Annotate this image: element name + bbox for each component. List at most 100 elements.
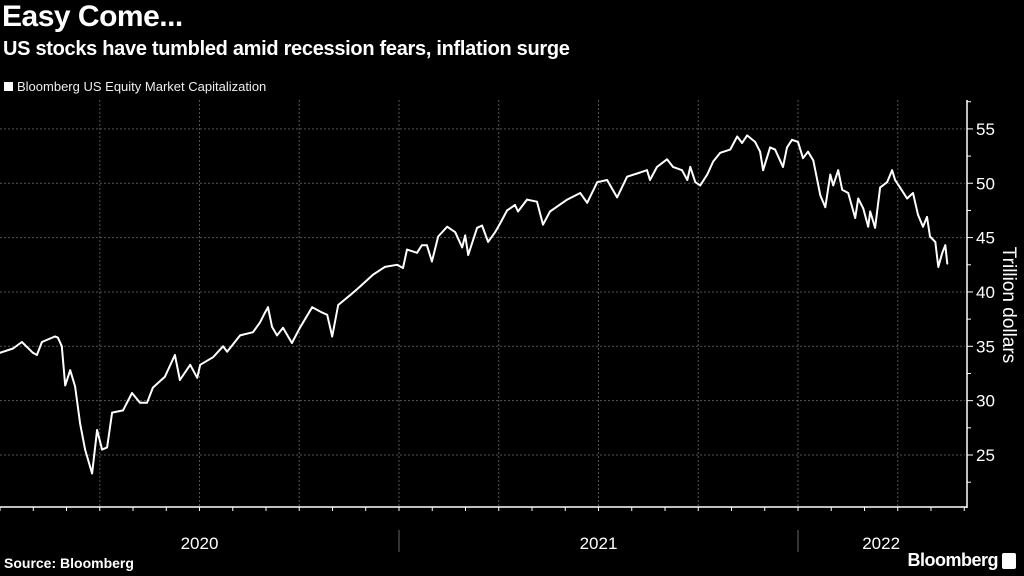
data-point [64, 384, 67, 387]
data-point [841, 188, 844, 191]
data-point [857, 197, 860, 200]
data-point [282, 326, 284, 329]
data-point [96, 429, 98, 431]
data-point [666, 158, 668, 161]
data-point [372, 273, 374, 276]
logo-text: Bloomberg [907, 550, 998, 570]
legend-swatch [4, 82, 13, 91]
data-point [264, 311, 266, 314]
data-point [754, 141, 757, 143]
data-point [178, 379, 181, 381]
data-point [797, 141, 799, 143]
data-point [337, 304, 340, 306]
data-point [446, 225, 449, 228]
data-point [807, 150, 809, 153]
data-point [729, 148, 732, 151]
data-point [331, 335, 334, 338]
data-point [536, 200, 538, 203]
data-point [226, 350, 228, 353]
data-point [646, 169, 648, 172]
data-point [517, 210, 519, 213]
data-point [824, 206, 827, 209]
data-point [926, 216, 928, 218]
data-point [53, 335, 56, 338]
data-point [819, 194, 822, 197]
data-point [402, 267, 404, 269]
data-point [712, 160, 715, 163]
data-point [69, 369, 72, 372]
source-note: Source: Bloomberg [4, 555, 134, 571]
data-point [101, 448, 103, 451]
data-point [656, 166, 658, 168]
data-point [937, 266, 940, 268]
y-tick-label: 30 [976, 392, 995, 411]
y-tick-label: 55 [976, 120, 995, 139]
data-point [56, 336, 59, 339]
data-point [21, 341, 23, 343]
data-point [596, 181, 599, 184]
data-point [321, 311, 324, 314]
data-point [891, 169, 893, 172]
data-point [212, 356, 215, 359]
data-point [461, 246, 464, 249]
data-point [259, 321, 261, 324]
data-point [299, 326, 301, 329]
data-point [326, 313, 329, 316]
data-point [454, 231, 457, 234]
data-point [74, 385, 77, 388]
data-point [199, 363, 202, 366]
data-point [426, 244, 428, 247]
data-point [91, 472, 94, 475]
data-point [476, 226, 479, 229]
series-line [0, 134, 949, 475]
bloomberg-logo: Bloomberg [907, 550, 1016, 571]
data-point [542, 223, 544, 226]
data-point [686, 179, 689, 181]
data-point [894, 179, 896, 181]
data-point [566, 198, 569, 201]
data-point [929, 235, 931, 238]
data-point [886, 181, 889, 184]
data-point [499, 222, 501, 225]
data-point [40, 341, 43, 343]
data-point [847, 192, 850, 194]
data-point [196, 376, 199, 379]
data-point [111, 411, 113, 414]
data-point [672, 166, 674, 168]
data-point [802, 157, 804, 160]
data-point [437, 235, 440, 238]
data-point [146, 401, 148, 404]
data-point [506, 209, 508, 212]
data-point [829, 173, 832, 176]
data-point [579, 192, 582, 194]
data-point [189, 363, 192, 366]
data-point [812, 159, 815, 162]
y-tick-label: 35 [976, 337, 995, 356]
data-point [406, 248, 408, 251]
data-point [867, 225, 870, 228]
data-point [122, 409, 124, 412]
data-point [944, 244, 947, 247]
data-point [681, 169, 683, 172]
data-point [946, 262, 949, 265]
data-point [636, 172, 638, 175]
data-point [349, 294, 352, 297]
data-point [12, 347, 14, 350]
data-point [271, 325, 273, 328]
data-point [32, 351, 34, 354]
data-point [467, 254, 470, 256]
data-point [934, 241, 937, 243]
y-tick-label: 40 [976, 283, 995, 302]
y-tick-label: 25 [976, 446, 995, 465]
data-point [276, 334, 278, 337]
data-point [694, 181, 697, 184]
data-point [222, 345, 225, 348]
chart-title: Easy Come... [2, 0, 183, 33]
data-point [774, 148, 776, 151]
data-point [311, 306, 314, 309]
data-point [719, 151, 722, 154]
data-point [869, 210, 872, 213]
data-point [606, 179, 609, 181]
data-point [464, 234, 467, 237]
